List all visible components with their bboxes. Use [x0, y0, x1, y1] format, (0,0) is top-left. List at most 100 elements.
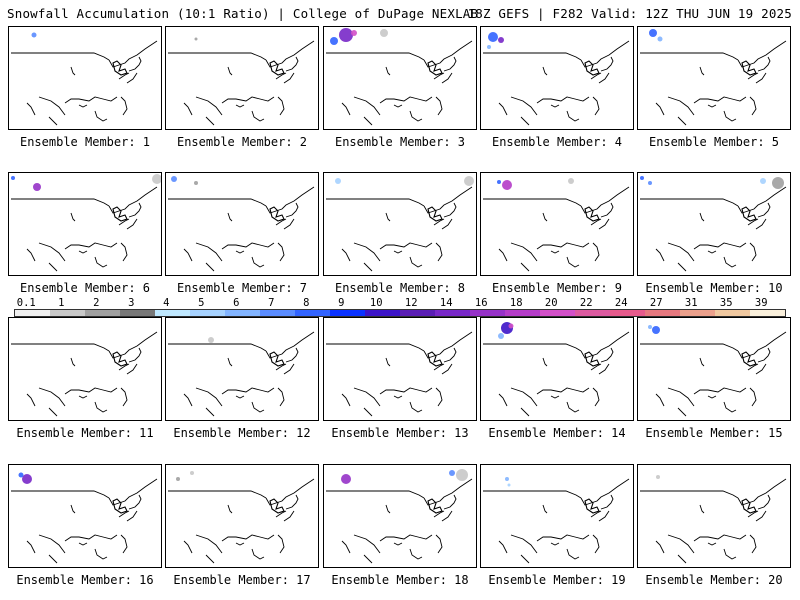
coastline-border: [749, 96, 757, 116]
coastline-border: [443, 56, 457, 72]
ensemble-member-caption: Ensemble Member: 14: [488, 426, 626, 440]
coastline-border: [757, 202, 771, 218]
coastline-border: [195, 387, 223, 407]
coastline-border: [749, 242, 757, 262]
coastline-border: [385, 212, 391, 222]
coastline-border: [677, 407, 687, 417]
us-outline-map: [11, 174, 161, 272]
coastline-border: [667, 387, 695, 407]
ensemble-member-caption: Ensemble Member: 12: [173, 426, 311, 440]
great-lakes: [112, 60, 128, 76]
snowfall-patch: [194, 181, 198, 185]
us-outline-map: [168, 331, 315, 417]
great-lakes: [269, 206, 285, 222]
coastline-border: [483, 198, 582, 207]
snowfall-patch: [341, 474, 351, 484]
coastline-border: [108, 331, 158, 359]
snowfall-patch: [176, 477, 180, 481]
ensemble-member-caption: Ensemble Member: 20: [645, 573, 783, 587]
coastline-border: [598, 510, 610, 522]
coastline-border: [441, 218, 453, 230]
coastline-border: [326, 52, 425, 61]
snowfall-patch: [508, 323, 514, 329]
coastline-border: [550, 104, 560, 108]
coastline-border: [385, 357, 391, 367]
coastline-border: [70, 357, 76, 367]
snowfall-patch: [498, 37, 504, 43]
colorbar-swatch: [540, 310, 575, 316]
us-outline-map: [168, 471, 315, 564]
coastline-border: [78, 104, 88, 108]
coastline-border: [699, 357, 705, 367]
coastline-border: [600, 202, 614, 218]
colorbar-tick-label: 3: [128, 297, 135, 309]
coastline-border: [393, 250, 403, 254]
coastline-border: [435, 387, 443, 407]
great-lakes: [269, 498, 285, 514]
coastline-border: [341, 393, 351, 407]
coastline-border: [277, 534, 285, 554]
coastline-border: [510, 242, 538, 262]
snowfall-patch: [656, 475, 660, 479]
coastline-border: [283, 72, 295, 84]
coastline-border: [592, 242, 600, 262]
coastline-border: [590, 510, 602, 518]
colorbar-swatch: [85, 310, 120, 316]
snowfall-patch: [11, 176, 15, 180]
coastline-border: [667, 96, 695, 116]
colorbar-tick-label: 2: [93, 297, 100, 309]
coastline-border: [598, 218, 610, 230]
coastline-border: [285, 202, 299, 218]
coastline-border: [699, 66, 705, 76]
snowfall-patch: [502, 180, 512, 190]
ensemble-member-caption: Ensemble Member: 19: [488, 573, 626, 587]
coastline-border: [433, 218, 445, 226]
coastline-border: [108, 40, 158, 68]
coastline-border: [510, 387, 538, 407]
coastline-border: [747, 72, 759, 80]
coastline-border: [498, 393, 508, 407]
snowfall-patch: [380, 29, 388, 37]
coastline-border: [78, 542, 88, 546]
snowfall-patch: [208, 337, 214, 343]
coastline-border: [536, 534, 590, 542]
snowfall-patch: [171, 176, 177, 182]
coastline-border: [227, 66, 233, 76]
coastline-border: [550, 542, 560, 546]
coastline-border: [108, 186, 158, 214]
colorbar-tick-label: 39: [754, 297, 768, 309]
coastline-border: [510, 96, 538, 116]
coastline-border: [655, 248, 665, 262]
ensemble-member-caption: Ensemble Member: 7: [176, 281, 308, 295]
coastline-border: [128, 494, 142, 510]
ensemble-map-panel: [480, 26, 634, 130]
ensemble-member-caption: Ensemble Member: 17: [173, 573, 311, 587]
coastline-border: [409, 548, 423, 560]
snowfall-patch: [497, 180, 501, 184]
coastline-border: [285, 347, 299, 363]
us-outline-map: [483, 178, 630, 272]
ensemble-member-caption: Ensemble Member: 11: [16, 426, 154, 440]
coastline-border: [590, 218, 602, 226]
coastline-border: [749, 387, 757, 407]
ensemble-map-panel: [480, 172, 634, 276]
coastline-border: [341, 102, 351, 116]
coastline-border: [205, 262, 215, 272]
coastline-border: [26, 393, 36, 407]
coastline-border: [441, 72, 453, 84]
colorbar-tick-label: 27: [649, 297, 663, 309]
colorbar-tick-label: 10: [369, 297, 383, 309]
ensemble-map-panel: [8, 26, 162, 130]
coastline-border: [275, 218, 287, 226]
coastline-border: [441, 363, 453, 375]
colorbar-swatch: [715, 310, 750, 316]
ensemble-map-panel: [8, 172, 162, 276]
snowfall-patch: [498, 333, 504, 339]
coastline-border: [566, 401, 580, 413]
coastline-border: [435, 96, 443, 116]
great-lakes: [112, 351, 128, 367]
coastline-border: [707, 542, 717, 546]
coastline-border: [757, 494, 771, 510]
coastline-border: [640, 198, 739, 207]
coastline-border: [277, 387, 285, 407]
